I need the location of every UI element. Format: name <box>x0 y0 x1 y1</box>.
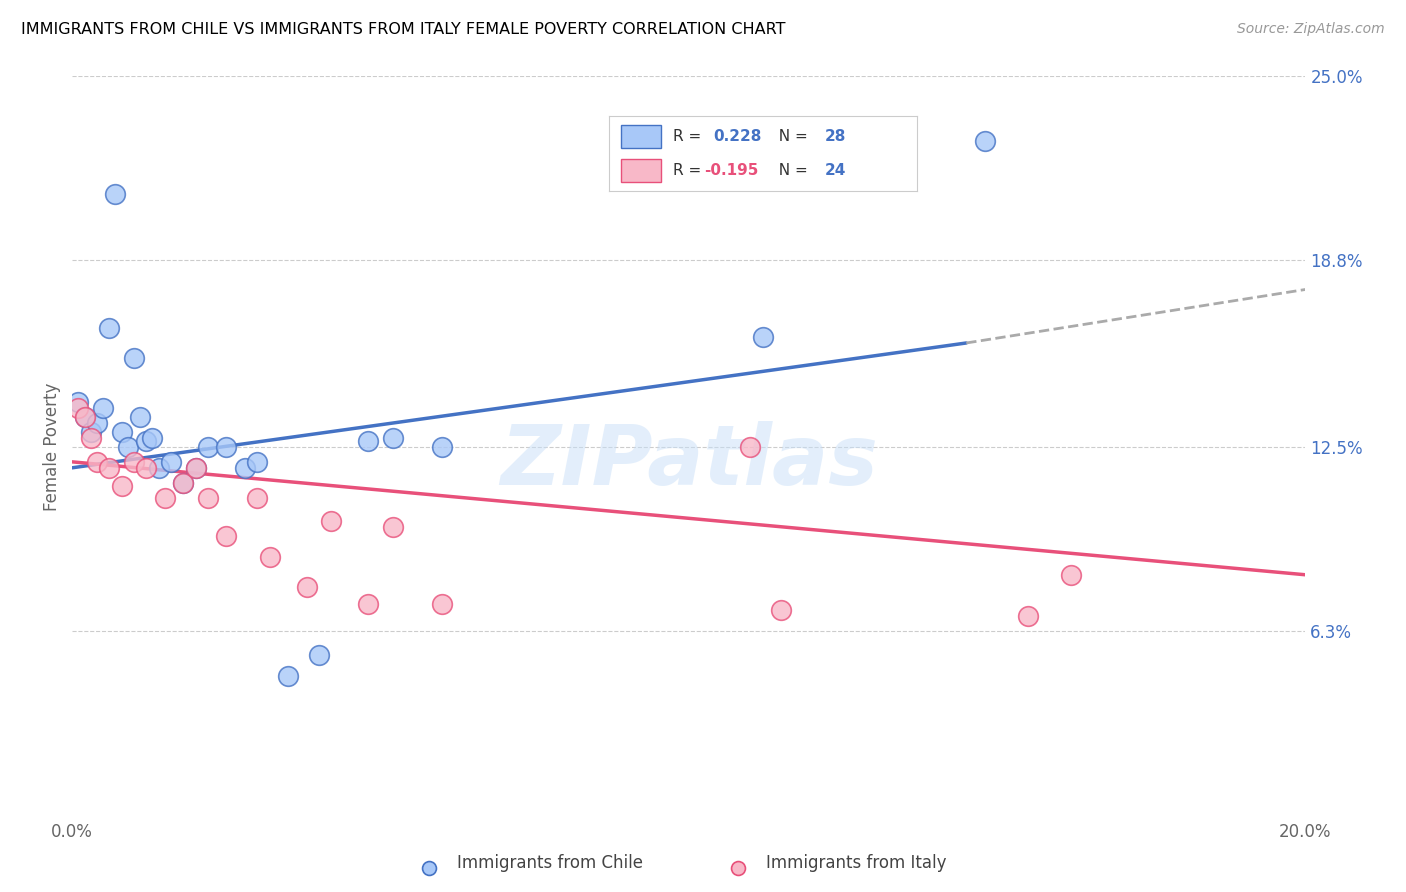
Point <box>184 460 207 475</box>
Point <box>104 187 127 202</box>
Point <box>98 321 121 335</box>
Point <box>277 669 299 683</box>
Point <box>172 475 194 490</box>
Point <box>215 440 238 454</box>
Point <box>122 455 145 469</box>
Text: IMMIGRANTS FROM CHILE VS IMMIGRANTS FROM ITALY FEMALE POVERTY CORRELATION CHART: IMMIGRANTS FROM CHILE VS IMMIGRANTS FROM… <box>21 22 786 37</box>
Point <box>973 134 995 148</box>
Point <box>110 478 132 492</box>
Point <box>67 401 90 416</box>
Point <box>160 455 183 469</box>
Point <box>135 434 157 448</box>
Point <box>172 475 194 490</box>
Point <box>381 520 404 534</box>
Point <box>73 410 96 425</box>
Text: Source: ZipAtlas.com: Source: ZipAtlas.com <box>1237 22 1385 37</box>
Point <box>770 603 793 617</box>
Point <box>86 416 108 430</box>
Point <box>381 431 404 445</box>
Point <box>98 460 121 475</box>
Point <box>740 440 762 454</box>
Point <box>215 529 238 543</box>
Point <box>153 491 176 505</box>
Point <box>752 330 775 344</box>
Text: Immigrants from Chile: Immigrants from Chile <box>457 855 643 872</box>
Point <box>1060 567 1083 582</box>
Point <box>110 425 132 439</box>
Point <box>91 401 114 416</box>
Point <box>308 648 330 662</box>
Point <box>233 460 256 475</box>
Text: Immigrants from Italy: Immigrants from Italy <box>766 855 946 872</box>
Point <box>357 598 380 612</box>
Point <box>197 440 219 454</box>
Point <box>135 460 157 475</box>
Point <box>246 491 269 505</box>
Point <box>117 440 139 454</box>
Point <box>418 861 440 875</box>
Point <box>129 410 152 425</box>
Y-axis label: Female Poverty: Female Poverty <box>44 383 60 511</box>
Point <box>122 351 145 365</box>
Point <box>148 460 170 475</box>
Point <box>86 455 108 469</box>
Point <box>141 431 163 445</box>
Point <box>73 410 96 425</box>
Point <box>80 431 103 445</box>
Point <box>246 455 269 469</box>
Text: ZIPatlas: ZIPatlas <box>501 421 877 502</box>
Point <box>1017 609 1039 624</box>
Point <box>67 395 90 409</box>
Point <box>357 434 380 448</box>
Point <box>80 425 103 439</box>
Point <box>295 580 318 594</box>
Point <box>727 861 749 875</box>
Point <box>430 598 453 612</box>
Point <box>259 549 281 564</box>
Point <box>430 440 453 454</box>
Point <box>184 460 207 475</box>
Point <box>321 514 343 528</box>
Point <box>197 491 219 505</box>
